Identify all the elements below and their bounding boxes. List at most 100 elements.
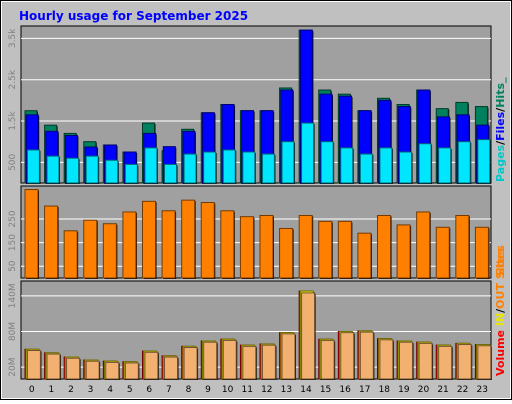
bar-out-9	[203, 341, 218, 380]
x-tick-label: 19	[398, 385, 410, 395]
bar-out-16	[340, 332, 355, 380]
bar-sites-6	[142, 200, 156, 279]
bar-pages-11	[242, 151, 256, 184]
volume-y-tick-label: 80M	[8, 322, 18, 341]
bar-out-14	[301, 292, 316, 380]
bar-pages-9	[203, 151, 217, 184]
hour-axis: 0 1 2 3 4 5 6 7 8 9 10 11 12 13 14 15 16 17 18 19 20 21 22 23	[29, 385, 488, 395]
bar-pages-23	[477, 139, 491, 184]
bar-sites-17	[357, 232, 372, 279]
bar-sites-19	[396, 224, 411, 279]
bar-sites-21	[435, 226, 450, 279]
bar-sites-12	[259, 214, 274, 279]
bar-out-23	[477, 345, 492, 380]
bar-sites-8	[181, 199, 196, 279]
bar-pages-18	[379, 147, 393, 184]
bar-out-0	[26, 349, 41, 380]
bar-sites-4	[102, 223, 117, 279]
bar-sites-23	[474, 226, 489, 279]
bar-pages-17	[359, 153, 373, 184]
x-tick-label: 10	[222, 385, 234, 395]
bar-sites-20	[416, 211, 431, 279]
legend-sites-label: Sites	[494, 248, 507, 279]
bar-sites-11	[239, 216, 254, 279]
x-tick-label: 15	[320, 385, 331, 395]
x-tick-label: 18	[379, 385, 391, 395]
bar-out-22	[457, 344, 472, 380]
bar-sites-5	[122, 211, 137, 279]
sites-panel: 50 150 250	[8, 185, 492, 279]
bar-out-21	[438, 345, 453, 380]
bar-sites-7	[161, 210, 176, 279]
legend-hits: Hits	[494, 83, 507, 108]
bar-pages-10	[222, 149, 236, 184]
bar-pages-4	[105, 159, 119, 184]
bar-pages-2	[66, 157, 80, 184]
legend-sites: Sites	[494, 245, 507, 276]
bar-out-20	[418, 342, 433, 380]
legend-files: Files	[494, 111, 507, 141]
bar-out-17	[359, 331, 374, 380]
bar-sites-9	[200, 202, 215, 279]
legend-underscore: _	[494, 77, 507, 83]
bar-pages-0	[26, 149, 40, 184]
bar-sites-15	[318, 220, 333, 279]
x-tick-label: 11	[241, 385, 252, 395]
x-tick-label: 12	[261, 385, 272, 395]
bar-out-11	[242, 345, 257, 380]
bar-pages-3	[85, 155, 99, 184]
bar-pages-5	[124, 163, 138, 184]
bar-sites-14	[298, 214, 313, 279]
hits-files-pages-y-tick-label: 3.5k	[8, 28, 18, 48]
hits-files-pages-plot-area	[20, 25, 492, 184]
volume-y-tick-label: 20M	[8, 358, 18, 377]
x-tick-label: 14	[300, 385, 312, 395]
x-tick-label: 3	[88, 385, 94, 395]
x-tick-label: 2	[68, 385, 74, 395]
bar-pages-15	[320, 141, 334, 184]
bar-sites-22	[455, 214, 470, 279]
bar-out-10	[222, 339, 237, 380]
bar-pages-16	[340, 147, 354, 184]
bar-out-5	[124, 362, 139, 380]
sites-y-tick-label: 50	[8, 260, 18, 272]
x-tick-label: 6	[146, 385, 152, 395]
hits-files-pages-y-tick-label: 500	[8, 153, 18, 170]
x-tick-label: 20	[418, 385, 430, 395]
legend-volume-label: Volume	[494, 330, 507, 376]
hits-files-pages-y-tick-label: 2.5k	[8, 69, 18, 89]
bar-pages-20	[418, 143, 432, 184]
bar-pages-13	[281, 141, 295, 184]
legend-sep-3: /	[494, 308, 507, 313]
legend-in: IN	[494, 313, 507, 326]
bar-out-1	[46, 353, 61, 380]
x-tick-label: 9	[205, 385, 211, 395]
bar-out-18	[379, 339, 394, 380]
bar-pages-14	[301, 122, 315, 184]
hits-files-pages-y-tick-label: 1.5k	[8, 110, 18, 130]
sites-y-tick-label: 250	[8, 210, 18, 227]
x-tick-label: 7	[166, 385, 172, 395]
legend-volume: Volume IN/OUT Sites	[494, 248, 507, 376]
chart-title: Hourly usage for September 2025	[19, 9, 248, 23]
legend-sep-1: /	[494, 140, 507, 145]
bar-pages-21	[438, 147, 452, 184]
x-tick-label: 21	[437, 385, 448, 395]
bar-pages-8	[183, 153, 197, 184]
bar-out-13	[281, 333, 296, 380]
bar-sites-3	[83, 219, 98, 279]
bar-out-8	[183, 347, 198, 380]
hits-files-pages-panel: 500 1.5k 2.5k 3.5k	[8, 25, 492, 185]
bar-out-12	[261, 344, 276, 380]
x-tick-label: 0	[29, 385, 35, 395]
bar-pages-22	[457, 141, 471, 184]
sites-plot-area	[20, 185, 492, 279]
bar-sites-2	[63, 230, 78, 279]
x-tick-label: 17	[359, 385, 370, 395]
x-tick-label: 13	[281, 385, 292, 395]
bar-sites-13	[279, 227, 294, 279]
bar-out-15	[320, 339, 335, 380]
